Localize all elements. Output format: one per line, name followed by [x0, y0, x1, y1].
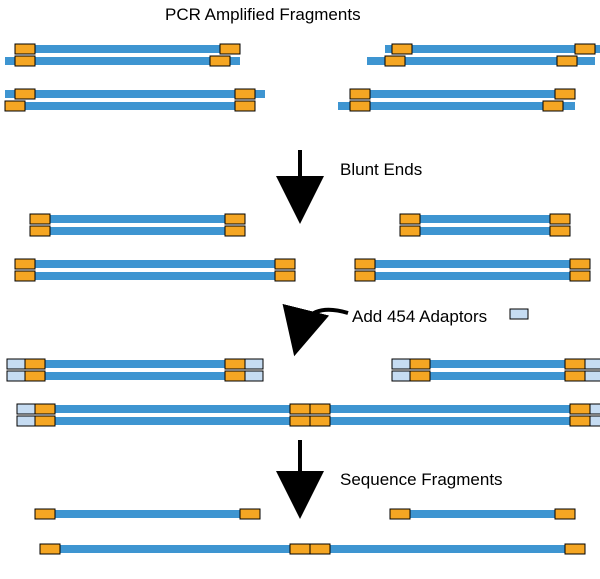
s1-frag-b	[5, 89, 265, 111]
s2-frag-a	[30, 214, 245, 236]
title-label: PCR Amplified Fragments	[165, 5, 361, 24]
s2-frag-d	[355, 259, 590, 281]
s3-frag-a	[7, 359, 263, 381]
s2-frag-c	[400, 214, 570, 236]
s3-frag-b	[392, 359, 600, 381]
s2-frag-b	[15, 259, 295, 281]
s4-frag-a	[35, 509, 260, 519]
s4-frag-c-join	[40, 544, 585, 554]
s1-frag-d	[338, 89, 575, 111]
step1-label: Blunt Ends	[340, 160, 422, 179]
s1-frag-c	[367, 44, 600, 66]
step-arrow-2	[300, 310, 348, 333]
adaptor-legend-icon	[510, 309, 528, 319]
step3-label: Sequence Fragments	[340, 470, 503, 489]
diagram-canvas: PCR Amplified Fragments Blunt Ends Add 454…	[0, 0, 600, 579]
step2-label: Add 454 Adaptors	[352, 307, 487, 326]
s1-frag-a	[5, 44, 240, 66]
s4-frag-b	[390, 509, 575, 519]
s3-frag-c-join	[17, 404, 600, 426]
